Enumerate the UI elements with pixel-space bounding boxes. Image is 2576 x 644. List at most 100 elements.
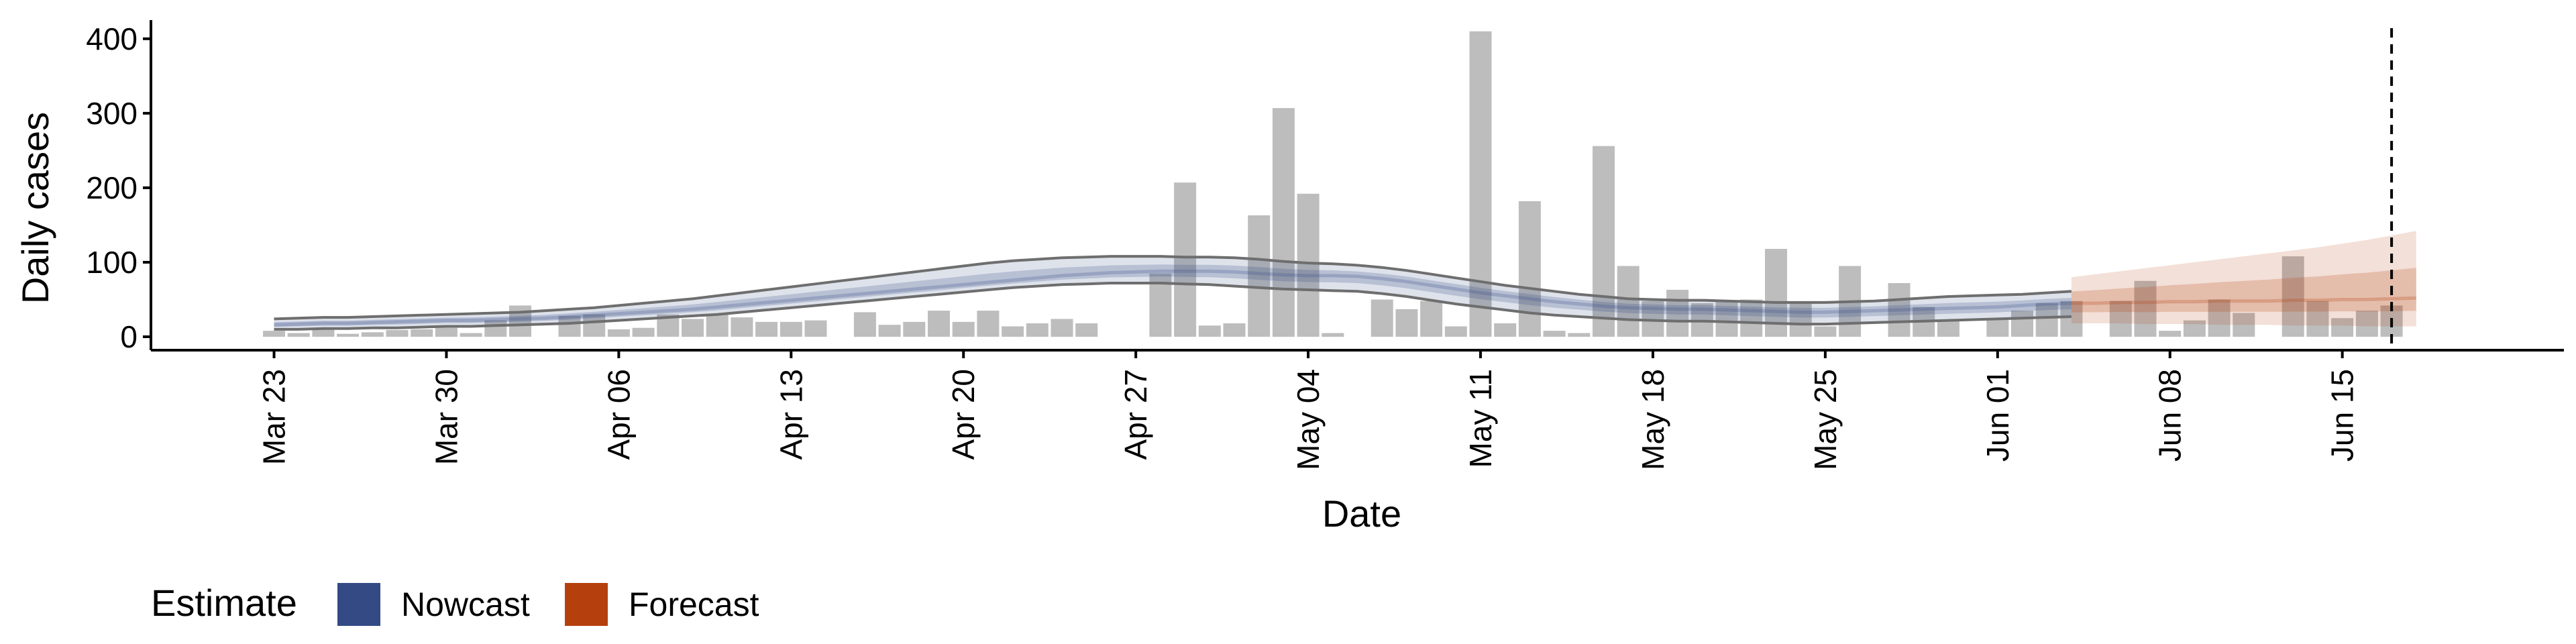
bar: [1789, 303, 1812, 337]
bar: [1272, 108, 1295, 337]
bar: [1937, 320, 1960, 337]
y-tick-label: 100: [86, 245, 138, 280]
bar: [706, 314, 729, 337]
bar: [2109, 301, 2132, 337]
bar: [1666, 290, 1689, 337]
axes: 0 100 200 300 400 Mar 23 Mar 30 Apr 06 Apr 13 Apr…: [86, 20, 2564, 470]
bar: [928, 311, 950, 337]
bar: [2282, 256, 2304, 337]
legend: Estimate Nowcast Forecast: [151, 582, 759, 626]
bar: [1986, 318, 2009, 337]
bar: [2035, 303, 2058, 337]
plot-area: [263, 28, 2416, 350]
bar: [1322, 333, 1344, 337]
bar: [386, 330, 409, 337]
bar: [1174, 182, 1197, 337]
x-tick-label: Apr 06: [601, 369, 636, 460]
bar: [1198, 325, 1221, 337]
bar: [2233, 313, 2255, 337]
x-tick-label: May 18: [1635, 369, 1670, 470]
x-axis-title: Date: [1322, 492, 1401, 535]
bar: [1518, 201, 1541, 337]
bar: [1026, 323, 1049, 337]
bar: [1002, 326, 1024, 337]
x-tick-label: Mar 30: [429, 369, 464, 465]
bar: [2183, 320, 2206, 337]
bar: [583, 314, 606, 337]
bar: [731, 317, 753, 337]
bar: [2306, 301, 2329, 337]
bar: [1051, 319, 1073, 337]
bar: [1593, 146, 1615, 337]
bar: [1715, 301, 1738, 337]
bar: [780, 321, 802, 337]
bar: [607, 329, 630, 337]
bar: [1494, 323, 1517, 337]
bar: [287, 333, 310, 337]
y-tick-label: 400: [86, 21, 138, 56]
forecast-inner-band: [2071, 268, 2416, 313]
forecast-median-line: [2071, 296, 2416, 305]
bar: [2208, 299, 2231, 337]
x-tick-label: Apr 13: [773, 369, 808, 460]
x-tick-label: Jun 01: [1980, 369, 2015, 462]
forecast-outer-band: [2071, 231, 2416, 327]
bar: [460, 333, 482, 337]
bar: [1075, 323, 1098, 337]
nowcast-outer-band: [274, 256, 2072, 329]
bar: [952, 321, 975, 337]
y-tick-label: 300: [86, 96, 138, 131]
y-axis-title: Daily cases: [14, 112, 56, 304]
bar: [337, 333, 360, 337]
bar: [1469, 31, 1492, 337]
bar: [903, 321, 926, 337]
bar: [1420, 301, 1443, 337]
nowcast-upper-outline: [274, 255, 2072, 321]
bar: [484, 320, 507, 337]
x-tick-label: May 04: [1291, 369, 1326, 470]
bar: [2331, 318, 2354, 337]
bar: [1740, 299, 1763, 337]
bar: [411, 329, 433, 337]
bar: [558, 315, 581, 337]
bar: [1395, 309, 1418, 337]
x-tick-label: May 25: [1808, 369, 1843, 470]
bar: [361, 332, 384, 337]
x-tick-label: May 11: [1463, 369, 1498, 468]
bar: [977, 311, 1000, 337]
legend-label-nowcast: Nowcast: [401, 586, 530, 623]
bar: [263, 331, 285, 337]
y-tick-label: 0: [120, 319, 138, 354]
legend-swatch-forecast: [565, 583, 608, 626]
y-tick-label: 200: [86, 170, 138, 205]
bar: [1814, 326, 1837, 337]
legend-label-forecast: Forecast: [629, 586, 759, 623]
legend-title: Estimate: [151, 582, 297, 624]
nowcast-lower-outline: [274, 282, 2072, 331]
bar: [682, 319, 704, 337]
bar: [2134, 280, 2157, 337]
bar: [1444, 326, 1467, 337]
bar: [1617, 266, 1640, 337]
nowcast-inner-band: [274, 264, 2072, 327]
bar: [435, 327, 458, 337]
bar: [312, 329, 335, 337]
x-tick-label: Jun 08: [2153, 369, 2188, 462]
bar: [2060, 301, 2083, 337]
bar: [1371, 299, 1393, 337]
bar: [755, 321, 778, 337]
nowcast-median-line: [274, 269, 2072, 327]
bar: [2159, 331, 2182, 337]
x-tick-label: Apr 20: [946, 369, 981, 460]
x-tick-label: Apr 27: [1118, 369, 1153, 460]
bar: [878, 325, 901, 337]
x-tick-label: Mar 23: [257, 369, 292, 465]
x-tick-label: Jun 15: [2325, 369, 2360, 462]
bar: [1223, 323, 1246, 337]
bar: [1568, 333, 1591, 337]
bar: [2355, 311, 2378, 337]
bar: [853, 312, 876, 337]
bar: [1888, 283, 1911, 337]
bar: [2011, 311, 2033, 337]
